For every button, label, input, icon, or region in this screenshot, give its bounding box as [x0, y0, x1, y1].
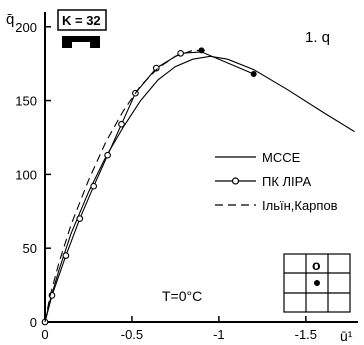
badge-frame	[57, 9, 107, 31]
series-marker-lira	[76, 215, 84, 223]
y-axis-label: q̄	[6, 11, 14, 28]
series-marker-lira	[118, 120, 125, 128]
series-marker-lira	[62, 252, 70, 259]
grid-icon-marker: o	[312, 257, 321, 273]
legend: МССЕ ПК ЛІРА Ільїн,Карпов	[215, 150, 338, 213]
series-line-lira	[44, 51, 254, 323]
series-line-ilyin	[44, 49, 207, 323]
x-tick-label: -1	[213, 327, 225, 342]
legend-label-ilyin: Ільїн,Карпов	[262, 198, 338, 213]
y-tick-label: 100	[15, 167, 37, 182]
temperature-annotation: T=0°C	[162, 288, 202, 304]
highlight-point	[198, 47, 205, 54]
y-tick-label: 0	[30, 315, 37, 330]
legend-label-lira: ПК ЛІРА	[262, 174, 311, 189]
legend-marker-lira	[231, 177, 240, 185]
x-tick-label: -1.5	[295, 327, 317, 342]
y-tick-label: 200	[15, 20, 37, 35]
x-tick-label: 0	[41, 327, 48, 342]
series-line-mcce	[44, 55, 355, 323]
series-marker-lira	[90, 182, 98, 190]
series-marker-lira	[152, 64, 160, 72]
grid-icon: o	[283, 253, 351, 313]
y-tick-label: 150	[15, 94, 37, 109]
legend-label-mcce: МССЕ	[262, 150, 301, 165]
highlight-point	[250, 71, 257, 77]
x-tick-label: -0.5	[121, 327, 143, 342]
series-marker-lira	[104, 151, 111, 159]
x-axis-label: ū¹	[340, 328, 353, 344]
panel-label: 1. q	[305, 29, 330, 46]
y-tick-label: 50	[23, 241, 37, 256]
badge-text: K = 32	[62, 13, 101, 28]
section-glyph	[62, 36, 100, 48]
